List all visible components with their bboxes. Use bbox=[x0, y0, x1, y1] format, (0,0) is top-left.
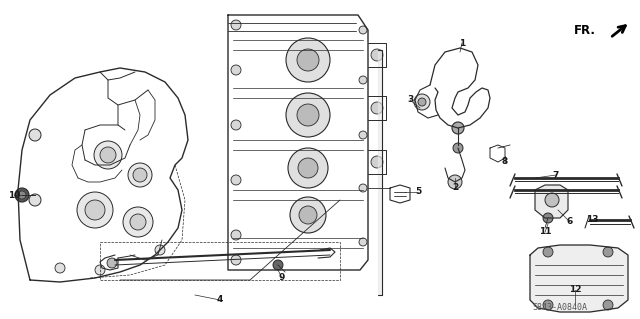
Text: 10: 10 bbox=[8, 190, 20, 199]
Circle shape bbox=[543, 213, 553, 223]
Circle shape bbox=[603, 300, 613, 310]
Circle shape bbox=[29, 194, 41, 206]
Circle shape bbox=[231, 230, 241, 240]
Circle shape bbox=[55, 263, 65, 273]
Circle shape bbox=[545, 193, 559, 207]
Circle shape bbox=[453, 143, 463, 153]
Text: 7: 7 bbox=[553, 170, 559, 180]
Text: 5: 5 bbox=[415, 188, 421, 197]
Circle shape bbox=[107, 258, 117, 268]
Circle shape bbox=[297, 104, 319, 126]
Text: 12: 12 bbox=[569, 286, 581, 294]
Circle shape bbox=[452, 122, 464, 134]
Circle shape bbox=[100, 147, 116, 163]
Circle shape bbox=[94, 141, 122, 169]
Circle shape bbox=[128, 163, 152, 187]
Circle shape bbox=[359, 184, 367, 192]
Circle shape bbox=[155, 245, 165, 255]
Circle shape bbox=[543, 300, 553, 310]
Circle shape bbox=[85, 200, 105, 220]
Circle shape bbox=[231, 175, 241, 185]
Circle shape bbox=[286, 93, 330, 137]
Circle shape bbox=[95, 265, 105, 275]
Circle shape bbox=[273, 260, 283, 270]
Text: 11: 11 bbox=[539, 227, 551, 236]
Circle shape bbox=[418, 98, 426, 106]
Text: 4: 4 bbox=[217, 295, 223, 305]
Circle shape bbox=[371, 49, 383, 61]
Text: S843-A0840A: S843-A0840A bbox=[532, 303, 588, 313]
Circle shape bbox=[29, 129, 41, 141]
Text: 1: 1 bbox=[459, 39, 465, 48]
Circle shape bbox=[371, 102, 383, 114]
Text: 13: 13 bbox=[586, 216, 598, 225]
Circle shape bbox=[359, 131, 367, 139]
Circle shape bbox=[603, 247, 613, 257]
Circle shape bbox=[290, 197, 326, 233]
Text: 9: 9 bbox=[279, 273, 285, 283]
Circle shape bbox=[359, 238, 367, 246]
Text: 3: 3 bbox=[407, 95, 413, 105]
Polygon shape bbox=[530, 245, 628, 312]
Circle shape bbox=[543, 247, 553, 257]
Polygon shape bbox=[535, 185, 568, 218]
Circle shape bbox=[298, 158, 318, 178]
Circle shape bbox=[371, 156, 383, 168]
Text: 2: 2 bbox=[452, 183, 458, 192]
Circle shape bbox=[297, 49, 319, 71]
Text: 8: 8 bbox=[502, 158, 508, 167]
Polygon shape bbox=[378, 50, 382, 295]
Circle shape bbox=[448, 175, 462, 189]
Circle shape bbox=[133, 168, 147, 182]
Circle shape bbox=[18, 191, 26, 199]
Circle shape bbox=[231, 65, 241, 75]
Circle shape bbox=[231, 255, 241, 265]
Circle shape bbox=[231, 20, 241, 30]
Circle shape bbox=[359, 26, 367, 34]
Text: 6: 6 bbox=[567, 218, 573, 226]
Circle shape bbox=[359, 76, 367, 84]
Circle shape bbox=[286, 38, 330, 82]
Text: FR.: FR. bbox=[574, 24, 596, 36]
Circle shape bbox=[77, 192, 113, 228]
Circle shape bbox=[130, 214, 146, 230]
Circle shape bbox=[414, 94, 430, 110]
Circle shape bbox=[299, 206, 317, 224]
Circle shape bbox=[15, 188, 29, 202]
Circle shape bbox=[288, 148, 328, 188]
Bar bbox=[100, 242, 340, 280]
Circle shape bbox=[231, 120, 241, 130]
Circle shape bbox=[123, 207, 153, 237]
